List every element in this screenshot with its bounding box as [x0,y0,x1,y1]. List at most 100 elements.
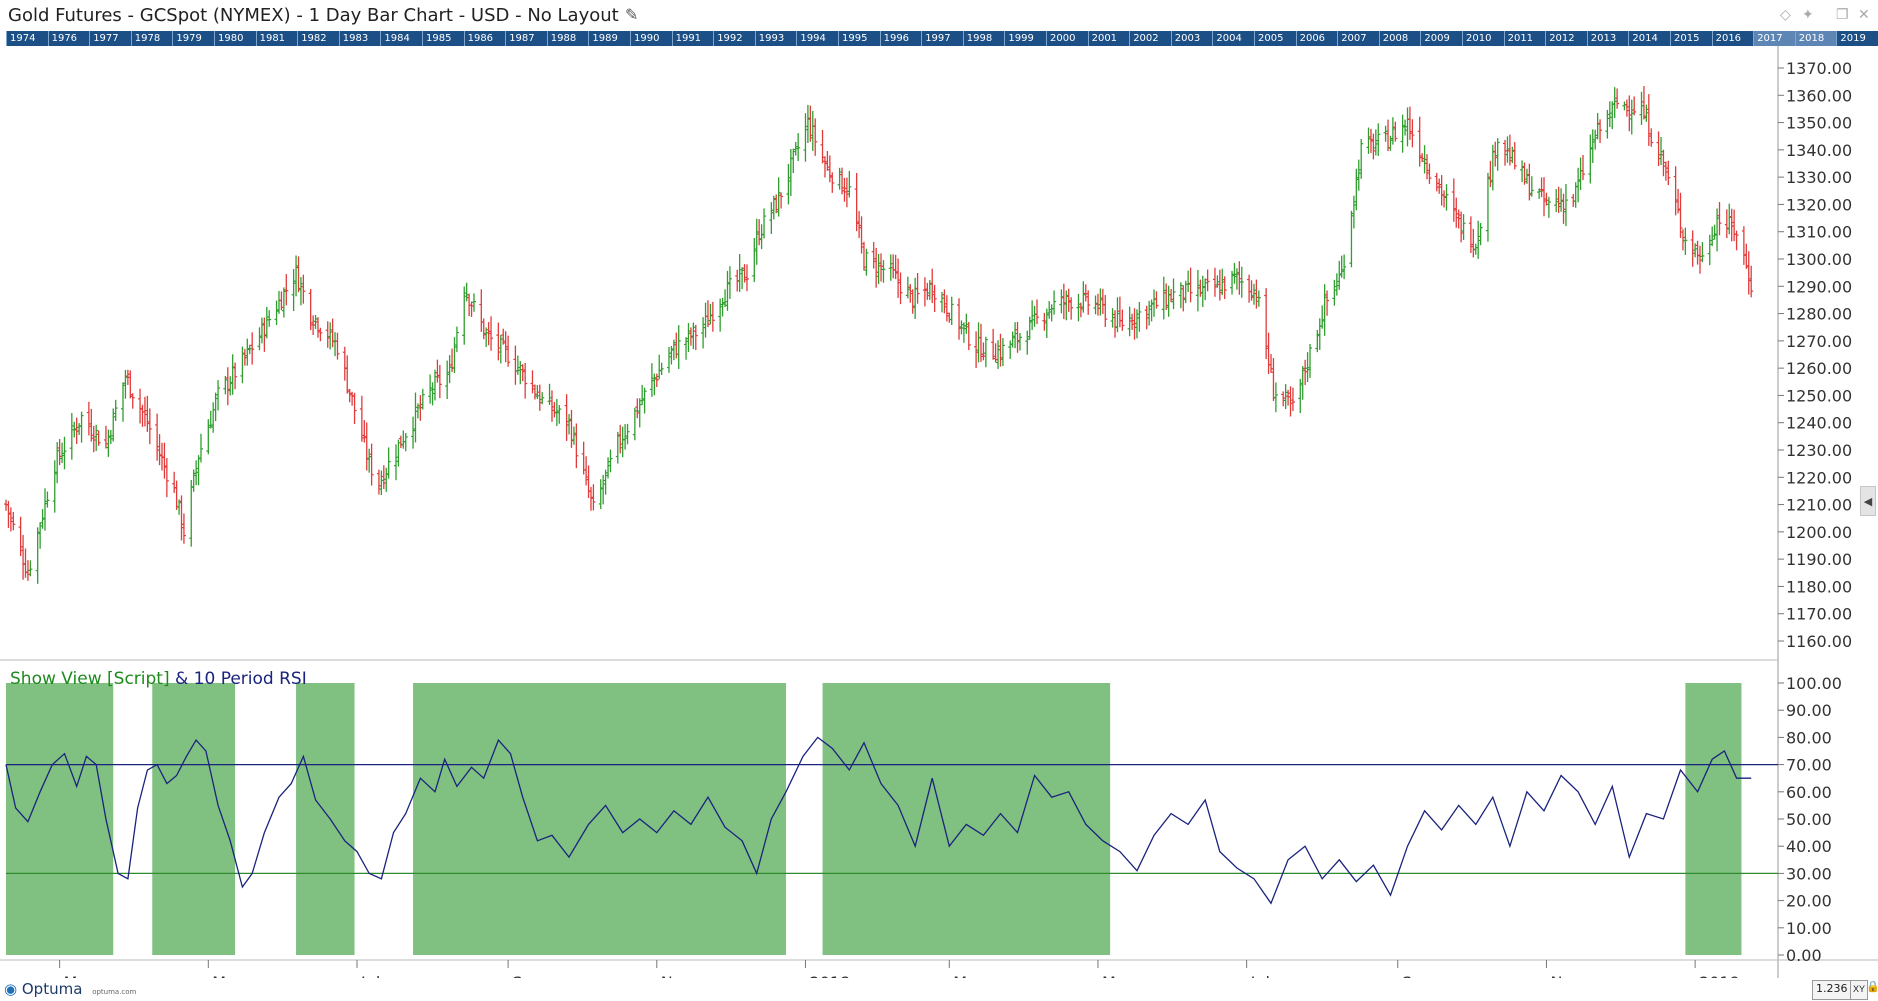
time-tick-label: 2019 [1699,973,1740,978]
year-cell[interactable]: 2018 [1794,31,1837,46]
year-cell[interactable]: 2007 [1337,31,1379,46]
year-cell[interactable]: 1985 [422,31,464,46]
year-cell[interactable]: 1989 [588,31,630,46]
year-cell[interactable]: 2010 [1462,31,1504,46]
price-tick-label: 1360.00 [1786,86,1852,105]
rsi-tick-label: 100.00 [1786,674,1842,693]
price-tick-label: 1240.00 [1786,414,1852,433]
year-cell[interactable]: 1982 [297,31,339,46]
year-cell[interactable]: 1995 [838,31,880,46]
logo-url: optuma.com [92,988,137,996]
year-cell[interactable]: 2019 [1836,31,1878,46]
year-cell[interactable]: 1983 [338,31,381,46]
year-cell[interactable]: 2004 [1212,31,1254,46]
price-tick-label: 1190.00 [1786,550,1852,569]
year-cell[interactable]: 1980 [214,31,256,46]
price-tick-label: 1220.00 [1786,468,1852,487]
rsi-tick-label: 80.00 [1786,728,1832,747]
logo-mark-icon: ◉ [4,980,18,998]
year-cell[interactable]: 1987 [505,31,547,46]
scale-readout[interactable]: 1.236 [1812,980,1852,1000]
signal-highlight-zone [6,683,114,955]
price-tick-label: 1310.00 [1786,223,1852,242]
year-cell[interactable]: 1984 [380,31,422,46]
price-tick-label: 1270.00 [1786,332,1852,351]
year-cell[interactable]: 1976 [47,31,90,46]
year-cell[interactable]: 2014 [1628,31,1670,46]
title-bar: Gold Futures - GCSpot (NYMEX) - 1 Day Ba… [0,0,1878,30]
year-cell[interactable]: 1988 [546,31,589,46]
year-cell[interactable]: 2015 [1670,31,1712,46]
year-navigator-strip[interactable]: 1974 1976 1977 1978 1979 1980 1981 1982 1983 1984… [6,31,1878,46]
rsi-tick-label: 90.00 [1786,701,1832,720]
rsi-tick-label: 60.00 [1786,783,1832,802]
price-tick-label: 1340.00 [1786,141,1852,160]
year-cell[interactable]: 2017 [1753,31,1795,46]
year-cell[interactable]: 1990 [630,31,672,46]
year-cell[interactable]: 2000 [1046,31,1088,46]
rsi-tick-label: 70.00 [1786,756,1832,775]
time-tick-label: Mar [64,973,95,978]
rsi-line [5,736,1752,905]
year-cell[interactable]: 2011 [1503,31,1546,46]
year-cell[interactable]: 2002 [1129,31,1171,46]
rsi-tick-label: 20.00 [1786,892,1832,911]
price-tick-label: 1350.00 [1786,114,1852,133]
year-cell[interactable]: 2009 [1420,31,1462,46]
year-cell[interactable]: 2013 [1586,31,1629,46]
year-cell[interactable]: 1981 [255,31,298,46]
restore-icon[interactable]: ❐ [1836,6,1849,22]
year-cell[interactable]: 1977 [89,31,131,46]
year-cell[interactable]: 1999 [1004,31,1046,46]
lock-icon[interactable]: 🔒 [1866,981,1878,993]
year-cell[interactable]: 1974 [6,31,48,46]
chart-area[interactable]: 1160.00 1170.00 1180.00 1190.00 1200.00 1210.… [0,46,1878,978]
diamond-icon[interactable]: ◇ [1780,6,1791,22]
price-tick-label: 1300.00 [1786,250,1852,269]
price-tick-label: 1280.00 [1786,305,1852,324]
year-cell[interactable]: 1991 [671,31,714,46]
year-cell[interactable]: 2006 [1295,31,1338,46]
chevron-left-icon[interactable]: ◀ [1860,486,1876,516]
optuma-logo: ◉ Optuma optuma.com [4,980,136,999]
year-cell[interactable]: 2001 [1087,31,1130,46]
chart-title: Gold Futures - GCSpot (NYMEX) - 1 Day Ba… [8,5,619,26]
year-cell[interactable]: 1998 [962,31,1005,46]
pencil-icon[interactable]: ✎ [625,7,639,24]
price-tick-label: 1250.00 [1786,386,1852,405]
price-tick-label: 1370.00 [1786,59,1852,78]
year-cell[interactable]: 1979 [172,31,214,46]
year-cell[interactable]: 2005 [1254,31,1296,46]
year-cell[interactable]: 2012 [1545,31,1587,46]
price-tick-label: 1170.00 [1786,605,1852,624]
logo-text: Optuma [21,980,83,998]
price-tick-label: 1320.00 [1786,195,1852,214]
time-tick-label: 2018 [809,973,850,978]
pin-icon[interactable]: ✦ [1802,6,1814,22]
year-cell[interactable]: 1992 [713,31,755,46]
year-cell[interactable]: 2016 [1711,31,1754,46]
rsi-tick-label: 10.00 [1786,919,1832,938]
signal-highlight-zone [413,683,786,955]
time-tick-label: May [1102,973,1135,978]
time-tick-label: Mar [953,973,984,978]
year-cell[interactable]: 1986 [463,31,506,46]
rsi-tick-label: 40.00 [1786,837,1832,856]
price-tick-label: 1260.00 [1786,359,1852,378]
year-cell[interactable]: 1978 [130,31,173,46]
close-icon[interactable]: ✕ [1858,6,1870,22]
script-label: Show View [Script] [10,669,170,689]
year-cell[interactable]: 2008 [1378,31,1421,46]
rsi-tick-label: 50.00 [1786,810,1832,829]
signal-highlight-zone [152,683,236,955]
year-cell[interactable]: 1996 [879,31,922,46]
price-tick-label: 1290.00 [1786,277,1852,296]
time-tick-label: May [212,973,245,978]
xy-button[interactable]: XY [1850,980,1869,1000]
year-cell[interactable]: 2003 [1170,31,1213,46]
time-tick-label: Jul [1250,973,1270,978]
year-cell[interactable]: 1994 [796,31,838,46]
year-cell[interactable]: 1993 [754,31,797,46]
year-cell[interactable]: 1997 [921,31,963,46]
price-tick-label: 1230.00 [1786,441,1852,460]
